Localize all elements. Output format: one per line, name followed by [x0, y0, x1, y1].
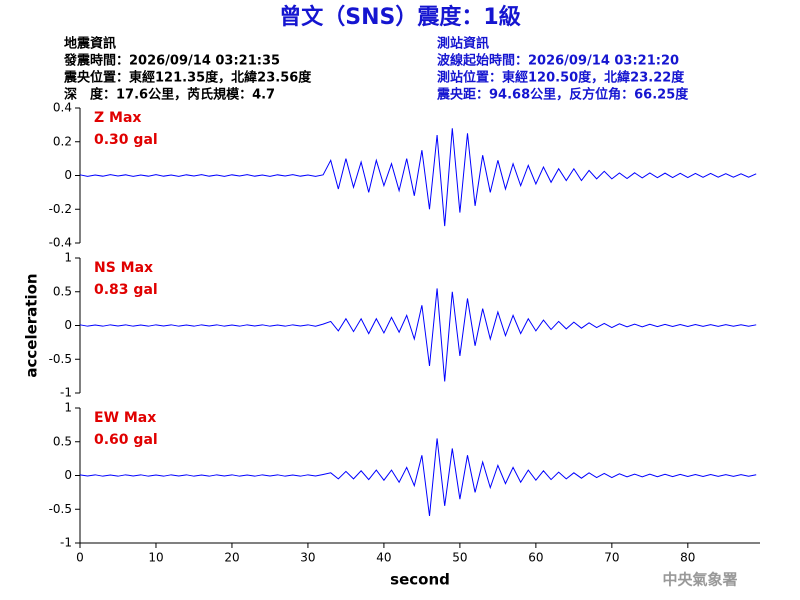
info-right: 波線起始時間：2026/09/14 03:21:20 [437, 53, 679, 69]
x-tick-label: 60 [528, 551, 543, 565]
y-tick-label: 0.5 [53, 284, 72, 298]
annotation: 0.83 gal [94, 282, 158, 298]
info-right: 測站資訊 [437, 36, 489, 52]
y-tick-label: 0.4 [53, 101, 72, 115]
x-tick-label: 70 [604, 551, 619, 565]
annotation: 0.30 gal [94, 132, 158, 148]
waveform [79, 128, 757, 227]
waveform [79, 288, 757, 382]
annotation: 0.60 gal [94, 432, 158, 448]
y-tick-label: -0.5 [49, 352, 72, 366]
info-left: 深 度：17.6公里，芮氏規模：4.7 [64, 87, 275, 103]
y-tick-label: -0.2 [49, 202, 72, 216]
y-tick-label: 0.5 [53, 434, 72, 448]
y-tick-label: -0.4 [49, 236, 72, 250]
annotation: NS Max [94, 260, 153, 276]
x-axis-label: second [390, 571, 450, 589]
y-tick-label: 0 [64, 318, 72, 332]
y-tick-label: 0 [64, 168, 72, 182]
x-tick-label: 20 [224, 551, 239, 565]
y-tick-label: 0 [64, 468, 72, 482]
waveform [79, 438, 757, 517]
info-left: 發震時間：2026/09/14 03:21:35 [63, 53, 280, 69]
y-tick-label: 1 [64, 401, 72, 415]
x-tick-label: 30 [300, 551, 315, 565]
y-tick-label: 0.2 [53, 134, 72, 148]
x-tick-label: 50 [452, 551, 467, 565]
y-tick-label: 1 [64, 251, 72, 265]
info-left: 震央位置：東經121.35度，北緯23.56度 [63, 70, 312, 86]
x-tick-label: 40 [376, 551, 391, 565]
x-tick-label: 10 [148, 551, 163, 565]
x-tick-label: 0 [76, 551, 84, 565]
annotation: Z Max [94, 110, 141, 126]
info-right: 測站位置：東經120.50度，北緯23.22度 [437, 70, 685, 86]
x-tick-label: 80 [680, 551, 695, 565]
footer: 中央氣象署 [662, 571, 737, 589]
chart-title: 曾文（SNS）震度：1級 [279, 4, 520, 30]
annotation: EW Max [94, 410, 156, 426]
info-left: 地震資訊 [64, 36, 116, 52]
y-axis-label: acceleration [23, 273, 41, 377]
y-tick-label: -0.5 [49, 502, 72, 516]
y-tick-label: -1 [60, 386, 72, 400]
y-tick-label: -1 [60, 536, 72, 550]
info-right: 震央距：94.68公里，反方位角：66.25度 [436, 87, 689, 103]
